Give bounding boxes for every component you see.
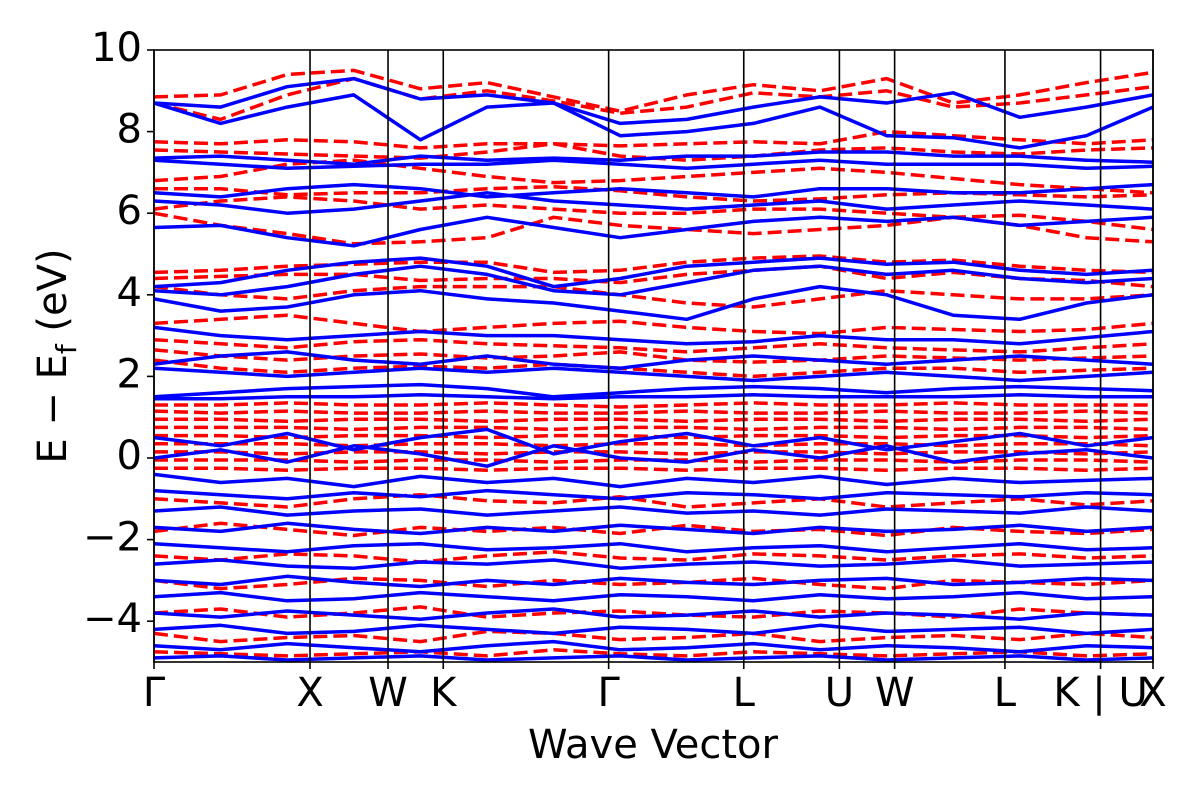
y-axis-label-unit: (eV) [30,248,76,344]
band-line [154,541,1153,554]
band-line [154,521,1153,536]
band-line [154,648,1153,658]
band-line [154,639,1153,654]
band-line [154,629,1153,644]
x-tick-label: W [368,670,408,716]
band-line [154,444,1153,468]
band-line [154,505,1153,517]
y-tick-label: 10 [91,25,142,71]
x-tick-label: K [430,670,458,716]
band-line [154,313,1153,336]
band-line [154,337,1153,354]
band-line [154,93,1153,150]
band-line [154,350,1153,370]
band-line [154,264,1153,289]
band-line [154,427,1153,456]
band-line [154,284,1153,322]
x-axis-label: Wave Vector [528,722,779,768]
band-line [154,492,1153,509]
bands-layer [154,68,1153,662]
y-tick-label: −4 [83,596,142,642]
y-tick-label: 0 [117,433,142,479]
band-line [154,366,1153,383]
x-tick-label: W [875,670,915,716]
band-line [154,558,1153,570]
band-line [154,521,1153,538]
band-line [154,654,1153,662]
band-line [154,605,1153,619]
y-tick-label: −2 [83,515,142,561]
plot-frame [153,49,1154,663]
x-tick-label: L [994,670,1017,716]
band-line [154,441,1153,448]
series-dashed [154,68,1153,658]
band-line [154,129,1153,150]
band-line [154,433,1153,440]
band-line [154,401,1153,409]
band-line [154,425,1153,432]
band-line [154,607,1153,621]
y-axis-label-main: E − E [30,354,76,464]
x-tick-label: X [1139,670,1166,716]
y-tick-label: 8 [117,107,142,153]
band-line [154,466,1153,472]
band-line [154,182,1153,199]
x-tick-label: L [733,670,756,716]
series-solid [154,76,1153,662]
y-tick-label: 2 [117,351,142,397]
band-line [154,488,1153,501]
band-line [154,158,1153,171]
x-tick-label: Γ [143,670,166,716]
band-line [154,623,1153,636]
x-tick-label: U [825,670,854,716]
band-line [154,256,1153,289]
band-line [154,450,1153,456]
band-line [154,382,1153,399]
band-line [154,284,1153,309]
band-line [154,264,1153,297]
y-axis-label-subscript: f [50,343,83,354]
band-line [154,590,1153,603]
band-line [154,417,1153,424]
band-line [154,150,1153,166]
band-line [154,348,1153,364]
band-line [154,195,1153,232]
band-line [154,472,1153,489]
y-tick-label: 4 [117,270,142,316]
band-line [154,576,1153,591]
band-line [154,325,1153,346]
band-line [154,550,1153,564]
band-line [154,211,1153,246]
band-line [154,409,1153,415]
x-tick-label: Γ [597,670,620,716]
band-line [154,215,1153,248]
band-line [154,76,1153,126]
x-tick-label: X [296,670,323,716]
band-line [154,458,1153,464]
band-line [154,68,1153,113]
x-tick-label: K | U [1053,670,1147,716]
band-line [154,191,1153,215]
y-tick-label: 6 [117,188,142,234]
band-line [154,574,1153,589]
y-axis-ticks: −4 −2 0 2 4 6 8 10 [83,25,154,642]
band-line [154,393,1153,401]
y-axis-label: E − Ef (eV) [30,248,83,463]
band-line [154,358,1153,379]
